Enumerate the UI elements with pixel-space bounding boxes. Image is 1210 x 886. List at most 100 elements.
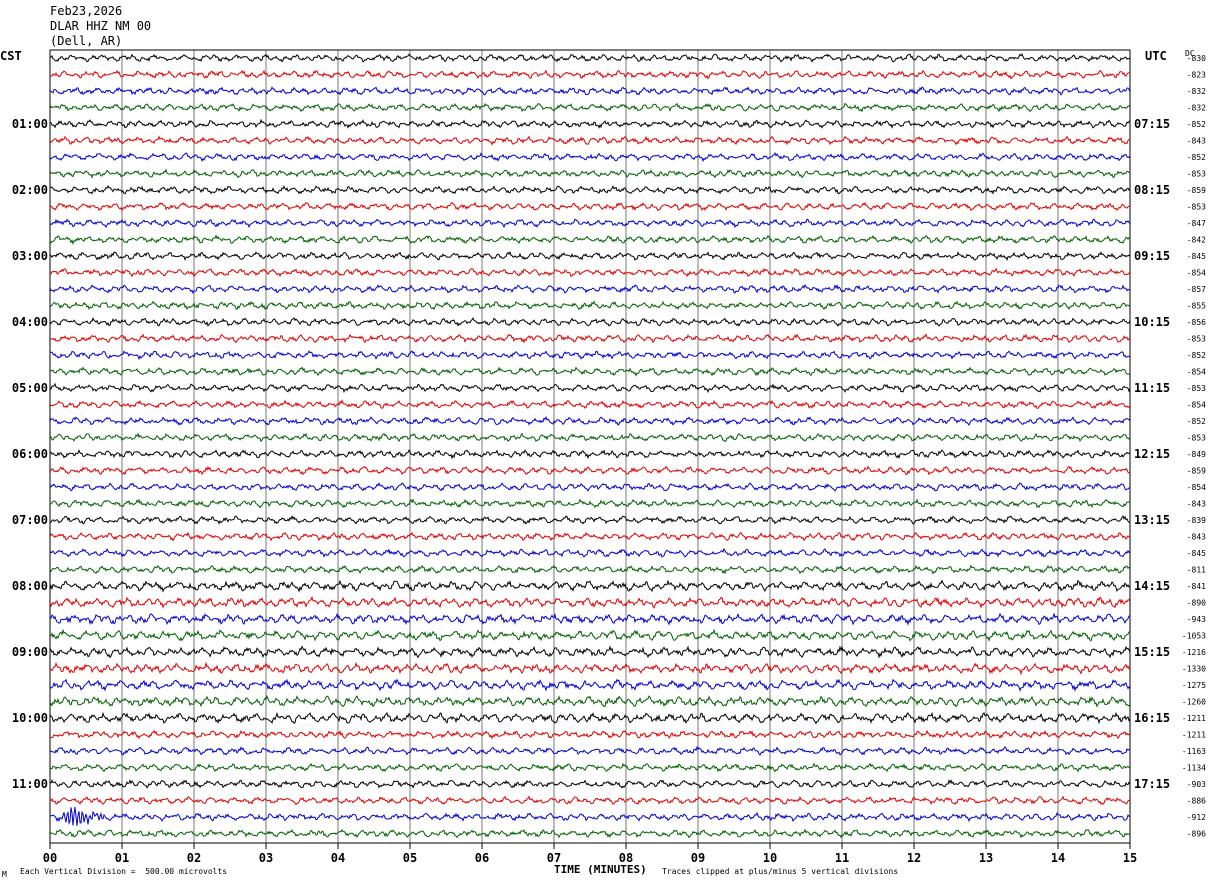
seismic-trace: [49, 102, 1131, 113]
dc-offset-label: -1211: [1182, 731, 1206, 740]
dc-offset-label: -852: [1187, 120, 1206, 129]
seismic-trace: [49, 498, 1131, 509]
seismic-trace: [49, 795, 1131, 806]
dc-offset-label: -854: [1187, 483, 1206, 492]
seismic-trace: [49, 564, 1131, 575]
dc-offset-label: -1053: [1182, 632, 1206, 641]
dc-offset-label: -896: [1187, 830, 1206, 839]
right-hour-label: 11:15: [1134, 381, 1170, 395]
right-hour-label: 12:15: [1134, 447, 1170, 461]
dc-offset-label: -859: [1187, 186, 1206, 195]
left-timezone: CST: [0, 49, 22, 63]
dc-offset-label: -856: [1187, 318, 1206, 327]
x-tick-label: 09: [691, 851, 705, 865]
dc-offset-label: -854: [1187, 269, 1206, 278]
station-location: (Dell, AR): [50, 34, 123, 48]
dc-offset-label: -841: [1187, 582, 1206, 591]
x-tick-label: 06: [475, 851, 489, 865]
seismic-trace: [49, 612, 1131, 626]
seismic-trace: [49, 69, 1131, 80]
dc-offset-label: -1211: [1182, 714, 1206, 723]
seismic-trace: [49, 595, 1131, 609]
seismic-trace: [49, 366, 1131, 377]
right-hour-label: 08:15: [1134, 183, 1170, 197]
dc-offset-label: -853: [1187, 384, 1206, 393]
left-hour-label: 01:00: [12, 117, 48, 131]
dc-offset-label: -853: [1187, 335, 1206, 344]
seismic-trace: [49, 201, 1131, 212]
left-hour-label: 08:00: [12, 579, 48, 593]
dc-offset-label: -852: [1187, 417, 1206, 426]
left-hour-label: 10:00: [12, 711, 48, 725]
dc-offset-label: -843: [1187, 137, 1206, 146]
right-hour-label: 17:15: [1134, 777, 1170, 791]
right-hour-label: 16:15: [1134, 711, 1170, 725]
left-hour-label: 06:00: [12, 447, 48, 461]
dc-offset-label: -853: [1187, 434, 1206, 443]
left-hour-label: 11:00: [12, 777, 48, 791]
seismic-trace: [49, 135, 1131, 146]
seismic-trace: [49, 118, 1131, 129]
left-hour-label: 05:00: [12, 381, 48, 395]
left-hour-labels: 01:00 02:00 03:00 04:00 05:00 06:00 07:00 08:00…: [12, 117, 48, 791]
seismic-trace: [49, 399, 1131, 410]
seismic-trace: [49, 432, 1131, 443]
seismic-trace: [49, 694, 1131, 708]
x-tick-label: 13: [979, 851, 993, 865]
x-tick-label: 12: [907, 851, 921, 865]
x-tick-label: 02: [187, 851, 201, 865]
right-hour-label: 14:15: [1134, 579, 1170, 593]
seismic-trace: [49, 465, 1131, 476]
seismic-trace: [49, 234, 1131, 246]
x-tick-label: 07: [547, 851, 561, 865]
left-hour-label: 02:00: [12, 183, 48, 197]
dc-offset-label: -1330: [1182, 665, 1206, 674]
seismic-trace: [49, 350, 1131, 361]
right-hour-label: 13:15: [1134, 513, 1170, 527]
left-hour-label: 03:00: [12, 249, 48, 263]
dc-offset-label: -1134: [1182, 764, 1206, 773]
seismic-trace: [49, 218, 1131, 229]
seismic-trace: [49, 283, 1131, 295]
dc-offset-label: -886: [1187, 797, 1206, 806]
seismic-trace: [49, 482, 1131, 492]
minute-gridlines: [121, 50, 1059, 843]
seismic-trace: [49, 762, 1131, 773]
dc-offset-label: -1163: [1182, 747, 1206, 756]
seismic-trace: [49, 300, 1131, 311]
seismic-trace: [49, 382, 1131, 394]
dc-offset-label: -849: [1187, 450, 1206, 459]
dc-offset-label: -845: [1187, 252, 1206, 261]
station-code: DLAR HHZ NM 00: [50, 19, 152, 33]
dc-offset-label: -811: [1187, 566, 1206, 575]
seismic-traces: [49, 53, 1131, 839]
seismic-trace: [49, 678, 1131, 692]
x-tick-label: 08: [619, 851, 633, 865]
x-tick-label: 05: [403, 851, 417, 865]
footer-mark: M: [2, 870, 7, 879]
left-hour-label: 04:00: [12, 315, 48, 329]
seismic-trace: [49, 250, 1131, 262]
seismic-trace: [49, 86, 1131, 96]
x-tick-label: 10: [763, 851, 777, 865]
seismic-trace: [49, 267, 1131, 278]
dc-offset-label: -823: [1187, 71, 1206, 80]
seismic-trace: [49, 711, 1131, 725]
dc-offset-label: -854: [1187, 401, 1206, 410]
right-hour-label: 09:15: [1134, 249, 1170, 263]
dc-offset-label: -843: [1187, 533, 1206, 542]
seismic-trace: [49, 416, 1131, 426]
dc-offset-labels: -830 -823 -832 -832 -852 -843 -852 -853 -859 -853…: [1182, 54, 1206, 839]
seismic-trace: [49, 547, 1131, 558]
x-tick-label: 00: [43, 851, 57, 865]
seismic-trace: [49, 514, 1131, 525]
dc-header: DC: [1185, 49, 1195, 58]
right-hour-label: 10:15: [1134, 315, 1170, 329]
x-tick-label: 11: [835, 851, 849, 865]
seismic-trace: [49, 333, 1131, 344]
seismic-trace: [49, 661, 1131, 676]
dc-offset-label: -842: [1187, 236, 1206, 245]
seismic-trace: [49, 745, 1131, 756]
dc-offset-label: -845: [1187, 549, 1206, 558]
